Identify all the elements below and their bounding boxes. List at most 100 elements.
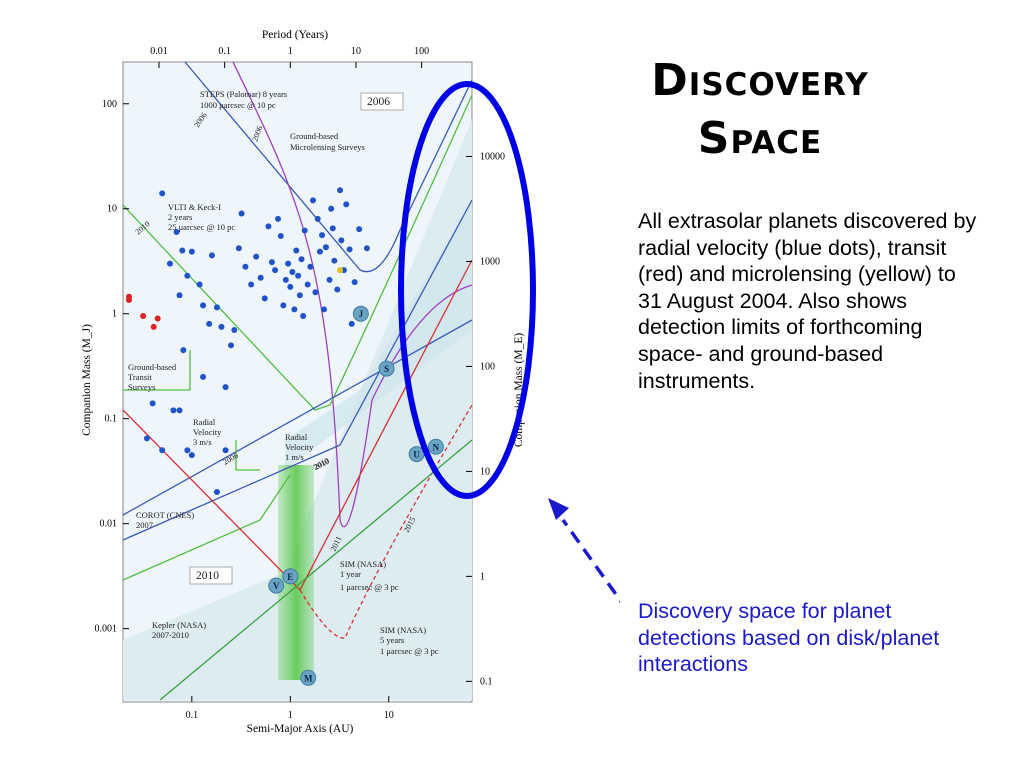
data-point-radial-velocity [159, 447, 166, 454]
data-point-radial-velocity [238, 210, 245, 217]
annotation-label: 1 μarcsec @ 3 pc [380, 646, 439, 656]
data-point-radial-velocity [331, 257, 338, 264]
data-point-radial-velocity [316, 248, 323, 255]
data-point-radial-velocity [343, 201, 350, 208]
kepler-limit-curve [159, 439, 473, 701]
right-tick-label: 100 [480, 361, 495, 372]
annotation-label: Velocity [285, 442, 314, 452]
data-point-radial-velocity [149, 400, 156, 407]
annotation-arrow [561, 518, 620, 603]
x-axis-label: Semi-Major Axis (AU) [247, 723, 354, 735]
annotation-label: 2007 [136, 520, 153, 530]
data-point-radial-velocity [272, 267, 279, 274]
data-point-radial-velocity [314, 215, 321, 222]
planet-marker [378, 360, 395, 377]
data-point-radial-velocity [213, 489, 220, 496]
data-point-radial-velocity [188, 248, 195, 255]
top-tick-label: 0.01 [150, 46, 168, 57]
data-point-radial-velocity [213, 304, 220, 311]
blue-region [285, 200, 472, 470]
top-tick-label: 0.1 [218, 46, 231, 57]
planet-marker [352, 305, 369, 322]
data-point-radial-velocity [328, 205, 335, 212]
right-tick-label: 1000 [480, 256, 500, 267]
data-point-radial-velocity [170, 407, 177, 414]
data-point-radial-velocity [222, 447, 229, 454]
data-point-radial-velocity [363, 245, 370, 252]
data-point-radial-velocity [312, 289, 319, 296]
right-tick-label: 1 [480, 571, 485, 582]
planet-label: S [384, 364, 389, 374]
data-point-radial-velocity [280, 302, 287, 309]
data-point-radial-velocity [338, 237, 345, 244]
y-tick-label: 0.1 [105, 414, 118, 425]
data-point-transit [154, 315, 161, 322]
annotation-label: SIM (NASA) [380, 625, 426, 635]
annotation-label: Surveys [128, 382, 155, 392]
data-point-radial-velocity [301, 227, 308, 234]
slide-title-line2: Space [697, 113, 823, 164]
data-point-radial-velocity [277, 232, 284, 239]
data-point-radial-velocity [253, 253, 260, 260]
data-point-radial-velocity [200, 302, 207, 309]
top-tick-label: 100 [414, 46, 429, 57]
transit-survey-curve [123, 350, 191, 391]
data-point-radial-velocity [143, 435, 150, 442]
top-tick-label: 10 [351, 46, 361, 57]
arrowhead-icon [548, 498, 569, 520]
steps-limit-curve [184, 61, 473, 273]
year-box [360, 92, 404, 111]
data-point-radial-velocity [309, 197, 316, 204]
data-point-radial-velocity [176, 292, 183, 299]
x-tick-label: 10 [384, 710, 394, 721]
data-point-radial-velocity [184, 447, 191, 454]
data-point-radial-velocity [179, 247, 186, 254]
x-tick-label: 1 [288, 710, 293, 721]
data-point-radial-velocity [166, 260, 173, 267]
data-point-radial-velocity [235, 245, 242, 252]
data-point-radial-velocity [184, 272, 191, 279]
annotation-label: Ground-based [128, 362, 177, 372]
vlti-keck-limit-curve [122, 94, 473, 411]
sim-discovery-region [123, 120, 472, 700]
planet-marker [427, 438, 444, 455]
data-point-radial-velocity [180, 347, 187, 354]
data-point-radial-velocity [218, 323, 225, 330]
data-point-radial-velocity [300, 313, 307, 320]
radial-velocity-1ms-curve [122, 199, 473, 541]
data-point-radial-velocity [261, 295, 268, 302]
annotation-label: Radial [193, 417, 216, 427]
annotation-label: Ground-based [290, 131, 339, 141]
y-tick-label: 0.001 [95, 624, 118, 635]
annotation-text: Discovery space for planet detections ba… [638, 599, 940, 677]
radial-velocity-3ms-curve [122, 319, 473, 516]
data-point-radial-velocity [298, 256, 305, 263]
data-point-radial-velocity [296, 292, 303, 299]
annotation-label: 1 μarcsec @ 3 pc [340, 582, 399, 592]
data-point-radial-velocity [293, 247, 300, 254]
data-point-radial-velocity [326, 276, 333, 283]
data-point-radial-velocity [257, 274, 264, 281]
data-point-transit [140, 313, 147, 320]
data-point-transit [125, 293, 132, 300]
planet-label: E [287, 572, 293, 582]
top-tick-label: 1 [288, 46, 293, 57]
annotation-label: COROT (CNES) [136, 510, 194, 520]
data-point-radial-velocity [348, 320, 355, 327]
data-point-radial-velocity [334, 286, 341, 293]
data-point-radial-velocity [231, 326, 238, 333]
annotation-label: 2010 [196, 570, 219, 582]
right-tick-label: 10000 [480, 151, 505, 162]
data-point-radial-velocity [356, 226, 363, 233]
annotation-label: Radial [285, 432, 308, 442]
annotation-label: 5 years [380, 635, 404, 645]
y-tick-label: 1 [112, 309, 117, 320]
rv3-box [235, 440, 260, 471]
data-point-radial-velocity [322, 244, 329, 251]
data-point-radial-velocity [206, 320, 213, 327]
data-point-radial-velocity [275, 215, 282, 222]
planet-label: N [433, 442, 440, 452]
annotation-label: SIM (NASA) [340, 559, 386, 569]
data-point-radial-velocity [268, 259, 275, 266]
